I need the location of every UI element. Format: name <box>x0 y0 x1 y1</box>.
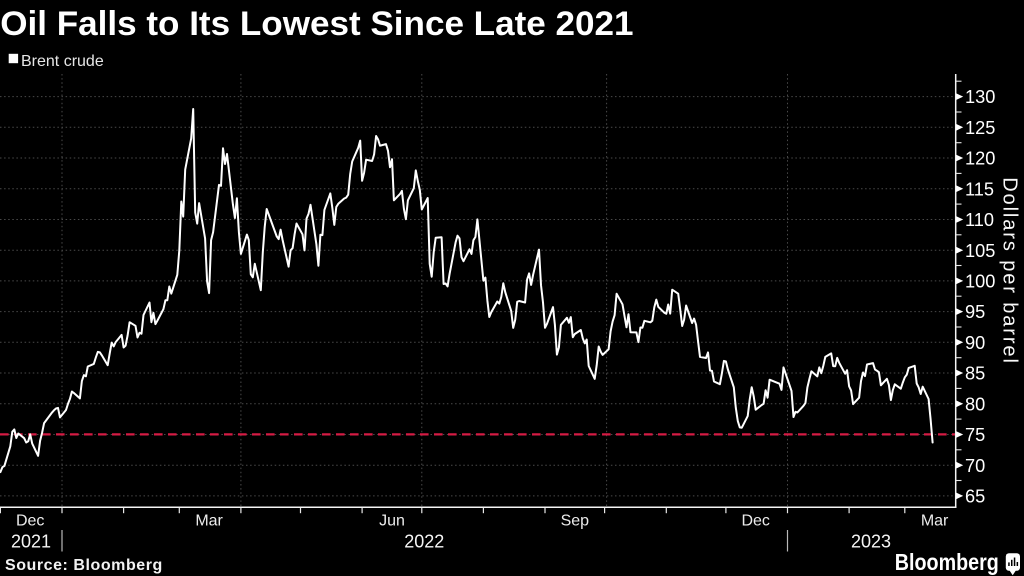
svg-text:2022: 2022 <box>404 531 444 551</box>
svg-text:Jun: Jun <box>379 513 405 530</box>
svg-text:Mar: Mar <box>195 513 223 530</box>
svg-text:Dec: Dec <box>16 513 44 530</box>
svg-text:125: 125 <box>965 118 995 138</box>
svg-text:120: 120 <box>965 149 995 169</box>
svg-text:Mar: Mar <box>921 513 949 530</box>
svg-text:Dollars per barrel: Dollars per barrel <box>999 177 1021 365</box>
svg-text:95: 95 <box>965 302 985 322</box>
svg-text:90: 90 <box>965 333 985 353</box>
svg-text:105: 105 <box>965 241 995 261</box>
svg-text:Sep: Sep <box>561 513 590 530</box>
svg-text:80: 80 <box>965 394 985 414</box>
svg-text:100: 100 <box>965 272 995 292</box>
svg-text:2023: 2023 <box>851 531 891 551</box>
svg-text:115: 115 <box>965 179 994 199</box>
svg-text:110: 110 <box>965 210 994 230</box>
svg-text:65: 65 <box>965 487 985 507</box>
svg-text:85: 85 <box>965 364 985 384</box>
svg-text:2021: 2021 <box>11 531 51 551</box>
svg-text:Source: Bloomberg: Source: Bloomberg <box>5 557 163 574</box>
svg-text:Bloomberg: Bloomberg <box>895 550 999 576</box>
svg-text:130: 130 <box>965 87 995 107</box>
svg-text:70: 70 <box>965 456 985 476</box>
svg-text:75: 75 <box>965 425 985 445</box>
svg-text:Dec: Dec <box>741 513 769 530</box>
svg-text:Brent crude: Brent crude <box>21 53 104 70</box>
svg-text:Oil Falls to Its Lowest Since: Oil Falls to Its Lowest Since Late 2021 <box>0 4 633 43</box>
